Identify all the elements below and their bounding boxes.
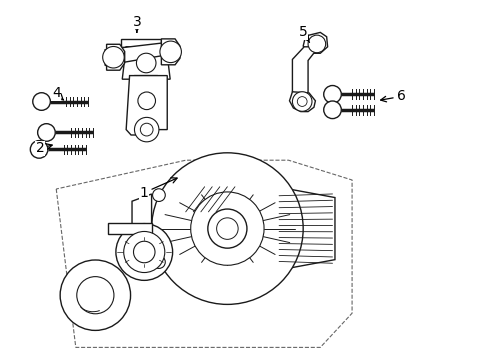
Text: 5: 5 (298, 26, 309, 42)
Circle shape (123, 231, 164, 273)
Polygon shape (289, 92, 315, 112)
Circle shape (307, 35, 325, 53)
Text: 4: 4 (52, 86, 63, 100)
Text: 3: 3 (132, 15, 141, 32)
Polygon shape (107, 223, 151, 234)
Polygon shape (121, 39, 161, 47)
Circle shape (136, 53, 156, 73)
Circle shape (152, 256, 165, 269)
Circle shape (323, 101, 341, 118)
Circle shape (207, 209, 246, 248)
Circle shape (30, 141, 48, 158)
Polygon shape (56, 160, 351, 347)
Circle shape (297, 96, 306, 107)
Text: 6: 6 (380, 90, 405, 103)
Polygon shape (126, 76, 167, 135)
Circle shape (138, 92, 155, 109)
Circle shape (102, 46, 124, 68)
Polygon shape (106, 44, 124, 70)
Polygon shape (276, 187, 334, 270)
Circle shape (160, 41, 181, 63)
Circle shape (33, 93, 50, 110)
Polygon shape (105, 41, 176, 66)
Circle shape (190, 192, 264, 265)
Circle shape (134, 117, 159, 142)
Circle shape (323, 86, 341, 103)
Polygon shape (292, 47, 318, 96)
Circle shape (116, 224, 172, 280)
Polygon shape (122, 47, 170, 79)
Polygon shape (303, 32, 327, 53)
Circle shape (152, 189, 165, 202)
Circle shape (133, 241, 155, 263)
Circle shape (60, 260, 130, 330)
Text: 2: 2 (36, 141, 52, 155)
Text: 1: 1 (140, 178, 177, 199)
Circle shape (38, 124, 55, 141)
Circle shape (140, 123, 153, 136)
Circle shape (151, 153, 303, 305)
Polygon shape (161, 39, 180, 65)
Circle shape (77, 276, 114, 314)
Circle shape (216, 218, 238, 239)
Circle shape (292, 92, 311, 111)
Polygon shape (132, 194, 151, 263)
